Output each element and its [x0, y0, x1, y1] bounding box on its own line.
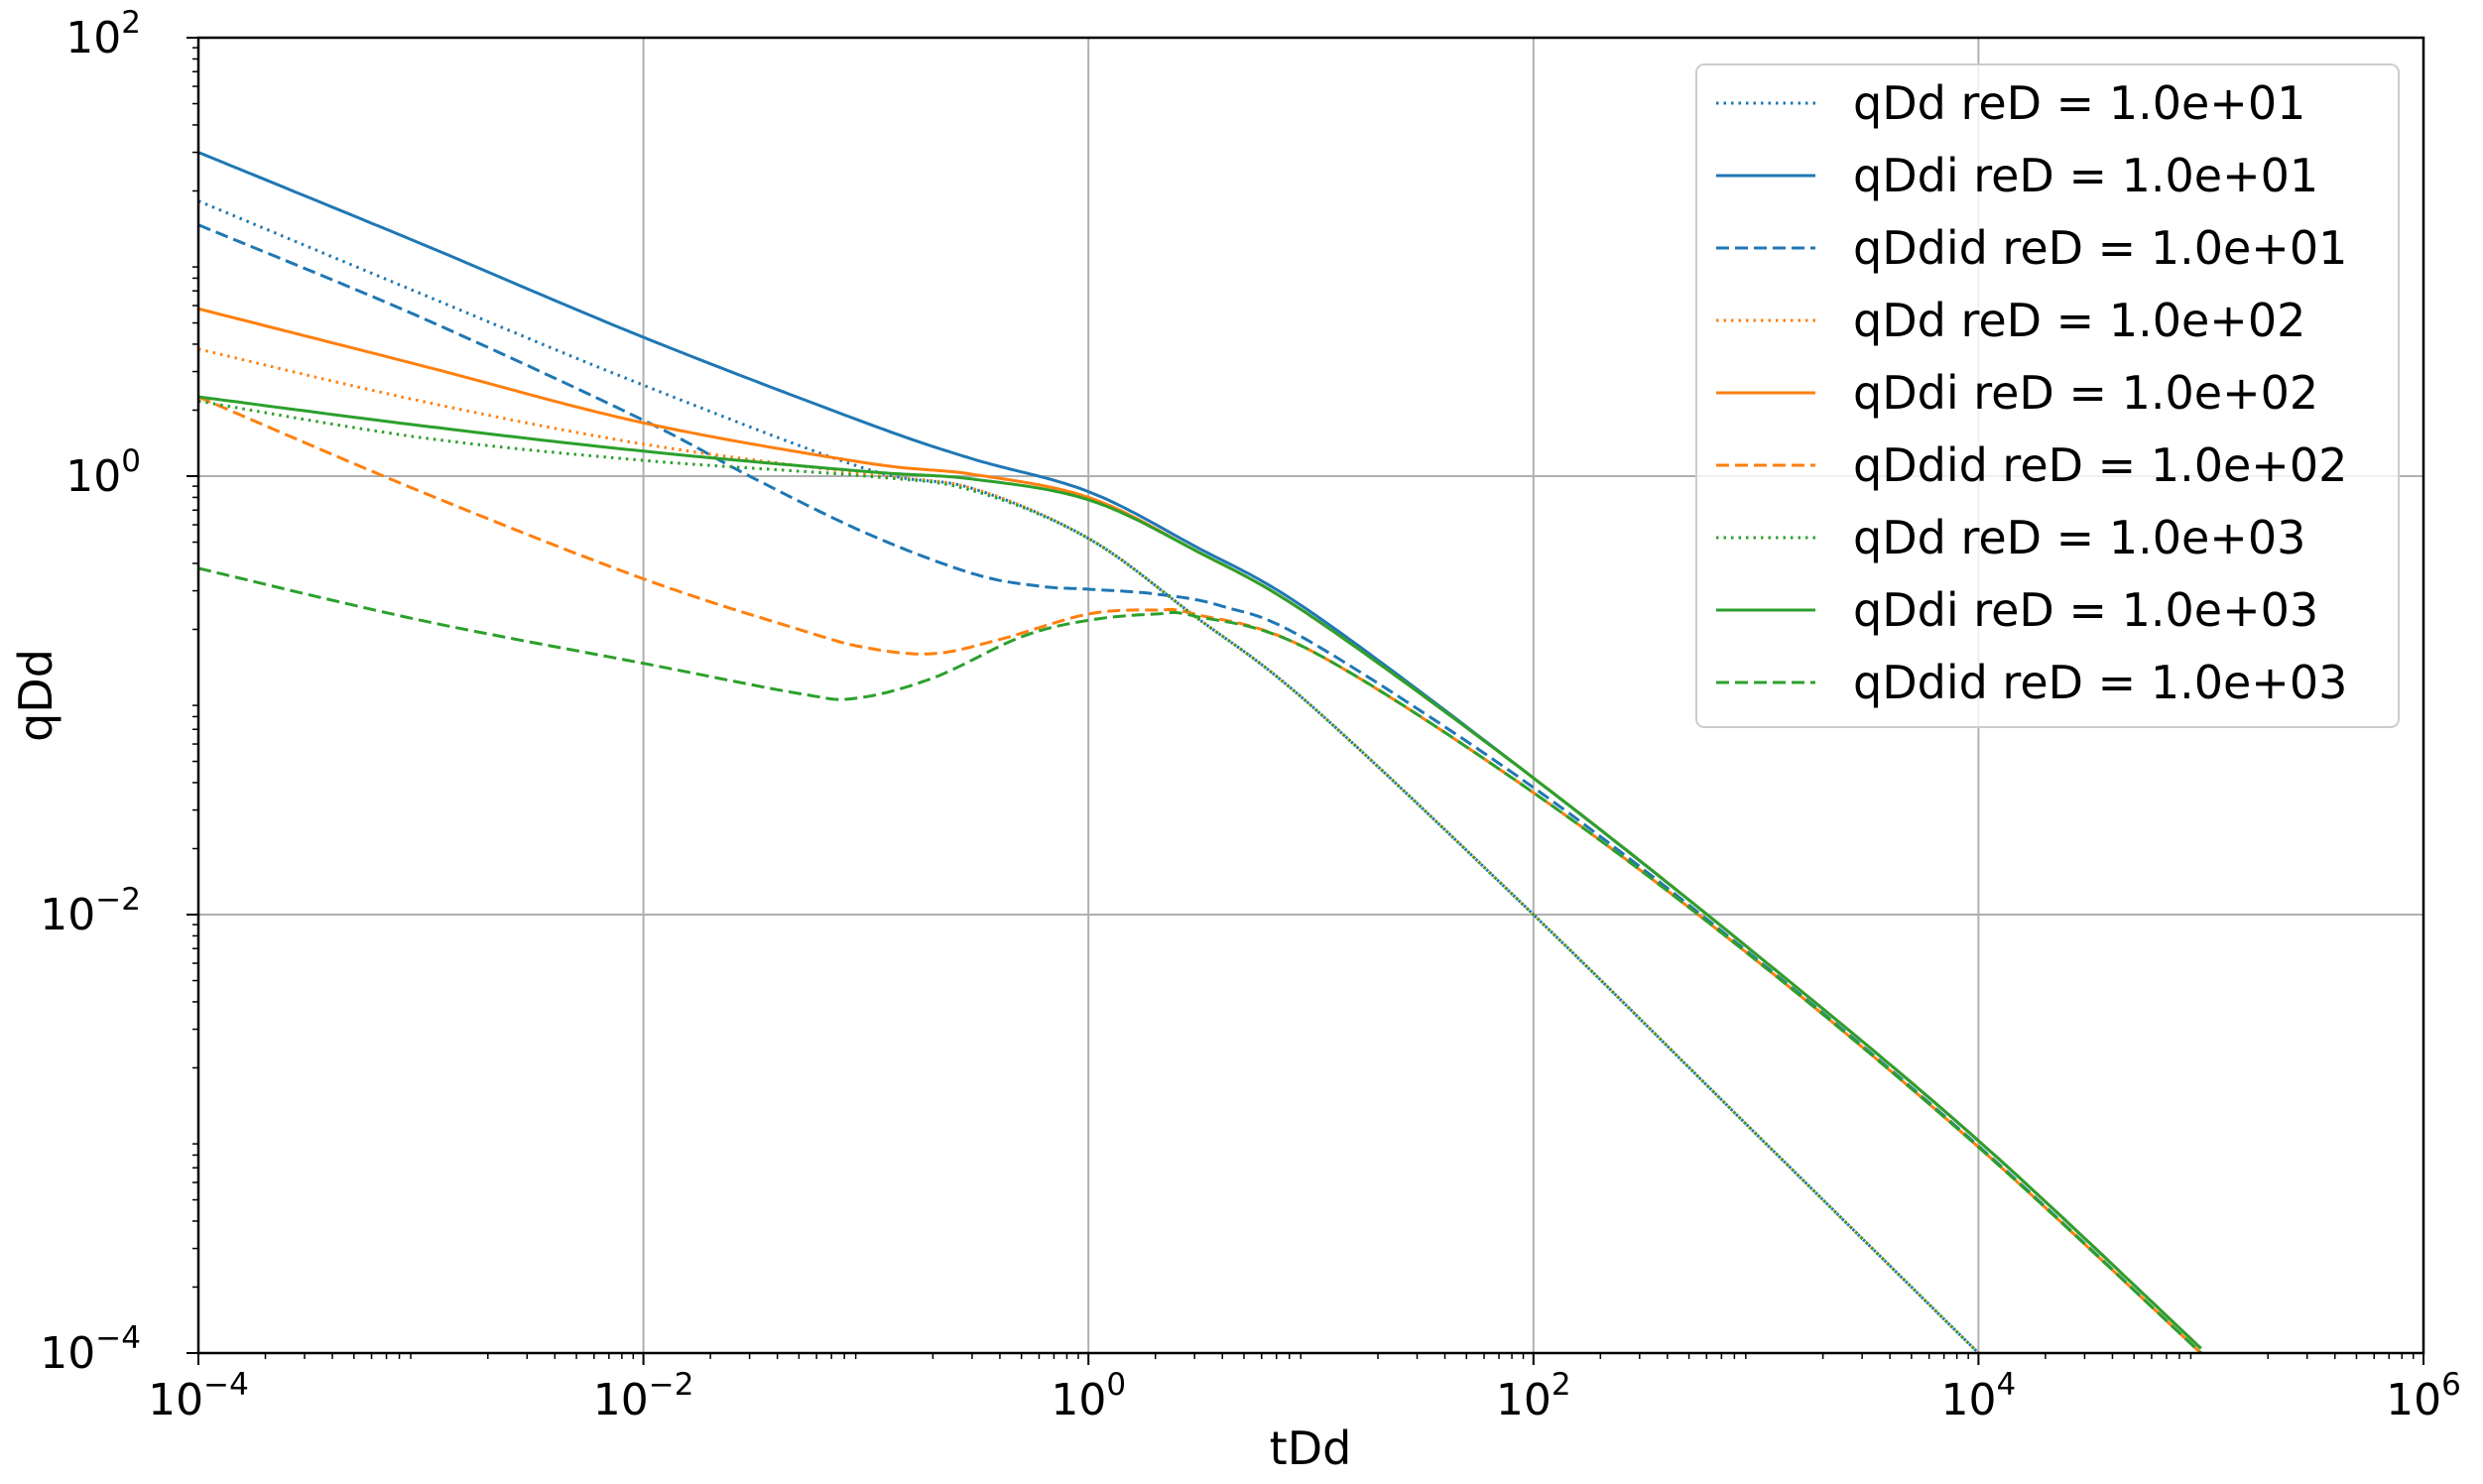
series-lines	[198, 151, 2202, 1353]
series-line	[198, 399, 1980, 1353]
x-tick-label: 100	[1051, 1367, 1126, 1425]
y-tick-label: 100	[65, 443, 141, 502]
x-tick-label: 10−4	[148, 1367, 249, 1425]
major-ticks	[186, 37, 2424, 1365]
plot-frame	[196, 36, 2425, 1355]
y-tick-label: 10−2	[40, 882, 141, 940]
x-tick-label: 106	[2386, 1367, 2461, 1425]
legend-box	[1695, 63, 2400, 728]
legend-label: qDd reD = 1.0e+02	[1853, 294, 2305, 347]
x-tick-label: 102	[1496, 1367, 1571, 1425]
legend-label: qDdi reD = 1.0e+02	[1853, 366, 2318, 420]
y-tick-label: 102	[65, 5, 141, 63]
x-axis-label: tDd	[1270, 1422, 1352, 1475]
series-line	[198, 223, 2202, 1353]
legend-label: qDdi reD = 1.0e+01	[1853, 149, 2318, 202]
x-tick-label: 10−2	[593, 1367, 694, 1425]
legend-label: qDdi reD = 1.0e+03	[1853, 583, 2318, 637]
series-line	[198, 566, 2202, 1353]
legend-label: qDd reD = 1.0e+01	[1853, 76, 2305, 130]
x-tick-label: 104	[1941, 1367, 2017, 1425]
legend: qDd reD = 1.0e+01 qDdi reD = 1.0e+01 qDdid…	[1695, 63, 2400, 728]
y-tick-label: 10−4	[40, 1320, 141, 1379]
legend-label: qDdid reD = 1.0e+02	[1853, 438, 2347, 492]
legend-label: qDdid reD = 1.0e+01	[1853, 221, 2347, 275]
tick-labels: 10−4 10−2 100 102 104 106 10−4 10−2 100 102	[40, 5, 2461, 1425]
series-line	[198, 395, 2202, 1350]
y-axis-label: qDd	[9, 649, 62, 742]
legend-label: qDdid reD = 1.0e+03	[1853, 656, 2347, 709]
legend-label: qDd reD = 1.0e+03	[1853, 511, 2305, 564]
series-line	[198, 199, 1980, 1353]
